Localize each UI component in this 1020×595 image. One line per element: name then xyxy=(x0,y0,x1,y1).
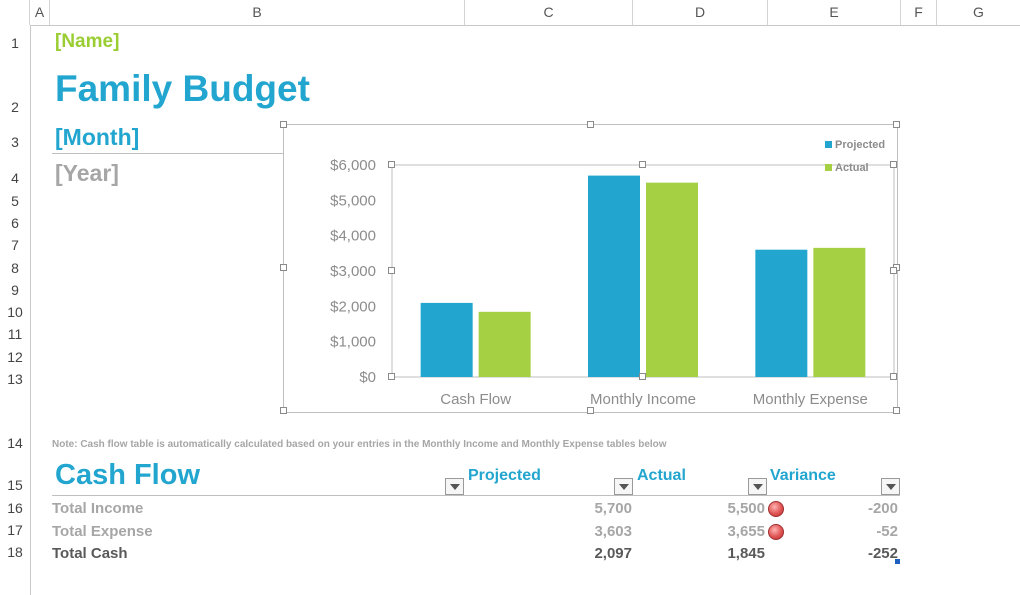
bar-projected-1 xyxy=(588,175,640,377)
column-projected-header[interactable]: Projected xyxy=(468,467,541,484)
column-header-bar: A B C D E F G xyxy=(0,0,1020,26)
row-header-1[interactable]: 1 xyxy=(11,35,19,51)
row-header-6[interactable]: 6 xyxy=(11,215,19,231)
resize-handle-top-right[interactable] xyxy=(893,121,900,128)
row-label-total-expense[interactable]: Total Expense xyxy=(52,523,153,540)
x-tick-label: Monthly Expense xyxy=(753,391,868,408)
resize-handle-top-left[interactable] xyxy=(280,121,287,128)
cash-flow-title[interactable]: Cash Flow xyxy=(55,459,201,491)
row-header-14[interactable]: 14 xyxy=(7,435,23,451)
legend-swatch-actual xyxy=(825,164,832,171)
column-variance-header[interactable]: Variance xyxy=(770,467,836,484)
total-income-actual[interactable]: 5,500 xyxy=(727,500,765,517)
y-tick-label: $3,000 xyxy=(330,263,376,280)
legend-swatch-projected xyxy=(825,141,832,148)
budget-chart[interactable]: $0 $1,000 $2,000 $3,000 $4,000 $5,000 $6,000 Ca… xyxy=(280,121,900,414)
year-placeholder[interactable]: [Year] xyxy=(55,160,119,186)
row-header-3[interactable]: 3 xyxy=(11,134,19,150)
bar-projected-0 xyxy=(420,302,473,377)
cash-flow-note: Note: Cash flow table is automatically c… xyxy=(52,439,667,450)
fill-handle[interactable] xyxy=(895,559,900,564)
total-cash-actual[interactable]: 1,845 xyxy=(727,545,765,562)
month-underline xyxy=(52,153,284,154)
name-placeholder[interactable]: [Name] xyxy=(55,31,120,52)
row-header-15[interactable]: 15 xyxy=(7,477,23,493)
total-cash-variance[interactable]: -252 xyxy=(867,545,898,562)
column-header-a[interactable]: A xyxy=(30,0,50,25)
row-header-7[interactable]: 7 xyxy=(11,237,19,253)
resize-handle-bottom[interactable] xyxy=(587,407,594,414)
row-label-total-income[interactable]: Total Income xyxy=(52,500,144,517)
row-header-10[interactable]: 10 xyxy=(7,304,23,320)
column-header-c[interactable]: C xyxy=(465,0,633,25)
column-header-d[interactable]: D xyxy=(633,0,768,25)
y-tick-label: $0 xyxy=(359,369,376,386)
plot-handle-top-left[interactable] xyxy=(388,161,395,168)
total-expense-actual[interactable]: 3,655 xyxy=(727,523,765,540)
filter-dropdown-projected[interactable] xyxy=(614,478,633,495)
bar-actual-1 xyxy=(646,182,698,377)
column-header-e[interactable]: E xyxy=(768,0,901,25)
y-tick-label: $4,000 xyxy=(330,228,376,245)
total-income-variance[interactable]: -200 xyxy=(867,500,898,517)
total-expense-variance[interactable]: -52 xyxy=(876,523,898,540)
page-title[interactable]: Family Budget xyxy=(55,68,310,109)
row-header-4[interactable]: 4 xyxy=(11,170,19,186)
y-tick-label: $2,000 xyxy=(330,298,376,315)
resize-handle-left[interactable] xyxy=(280,264,287,271)
red-dot-icon xyxy=(768,524,784,540)
column-header-g[interactable]: G xyxy=(973,4,984,20)
resize-handle-bottom-left[interactable] xyxy=(280,407,287,414)
plot-handle-bottom-left[interactable] xyxy=(388,373,395,380)
column-header-b[interactable]: B xyxy=(50,0,465,25)
filter-dropdown-actual[interactable] xyxy=(748,478,767,495)
chart-svg: $0 $1,000 $2,000 $3,000 $4,000 $5,000 $6,000 Ca… xyxy=(330,139,895,408)
row-header-17[interactable]: 17 xyxy=(7,522,23,538)
y-tick-label: $5,000 xyxy=(330,192,376,209)
plot-handle-top-right[interactable] xyxy=(890,161,897,168)
plot-handle-top[interactable] xyxy=(639,161,646,168)
x-tick-label: Cash Flow xyxy=(440,391,511,408)
row-header-13[interactable]: 13 xyxy=(7,371,23,387)
row-header-18[interactable]: 18 xyxy=(7,544,23,560)
total-cash-projected[interactable]: 2,097 xyxy=(594,545,632,562)
row-header-9[interactable]: 9 xyxy=(11,282,19,298)
select-all-corner[interactable] xyxy=(0,0,30,25)
row-header-12[interactable]: 12 xyxy=(7,349,23,365)
month-placeholder[interactable]: [Month] xyxy=(55,124,140,150)
plot-handle-bottom[interactable] xyxy=(639,373,646,380)
row-header-16[interactable]: 16 xyxy=(7,500,23,516)
row-header-2[interactable]: 2 xyxy=(11,99,19,115)
resize-handle-bottom-right[interactable] xyxy=(893,407,900,414)
total-income-projected[interactable]: 5,700 xyxy=(594,500,632,517)
row-label-total-cash[interactable]: Total Cash xyxy=(52,545,128,562)
row-header-bar: 1 2 3 4 5 6 7 8 9 10 11 12 13 14 15 16 1… xyxy=(0,25,31,595)
y-tick-label: $1,000 xyxy=(330,334,376,351)
row-header-5[interactable]: 5 xyxy=(11,193,19,209)
filter-dropdown-variance[interactable] xyxy=(881,478,900,495)
row-header-11[interactable]: 11 xyxy=(7,326,23,342)
legend-label-projected: Projected xyxy=(835,139,885,151)
row-header-8[interactable]: 8 xyxy=(11,260,19,276)
resize-handle-top[interactable] xyxy=(587,121,594,128)
red-dot-icon xyxy=(768,501,784,517)
legend-label-actual: Actual xyxy=(835,162,869,174)
plot-handle-right[interactable] xyxy=(890,267,897,274)
x-tick-label: Monthly Income xyxy=(590,391,696,408)
cash-flow-header-line xyxy=(52,495,900,496)
column-header-f[interactable]: F xyxy=(901,0,937,25)
filter-dropdown-label-column[interactable] xyxy=(445,478,464,495)
bar-actual-0 xyxy=(478,311,531,377)
bar-actual-2 xyxy=(813,247,866,377)
total-expense-projected[interactable]: 3,603 xyxy=(594,523,632,540)
plot-handle-left[interactable] xyxy=(388,267,395,274)
plot-handle-bottom-right[interactable] xyxy=(890,373,897,380)
y-tick-label: $6,000 xyxy=(330,157,376,174)
bar-projected-2 xyxy=(755,249,808,377)
column-actual-header[interactable]: Actual xyxy=(637,467,686,484)
